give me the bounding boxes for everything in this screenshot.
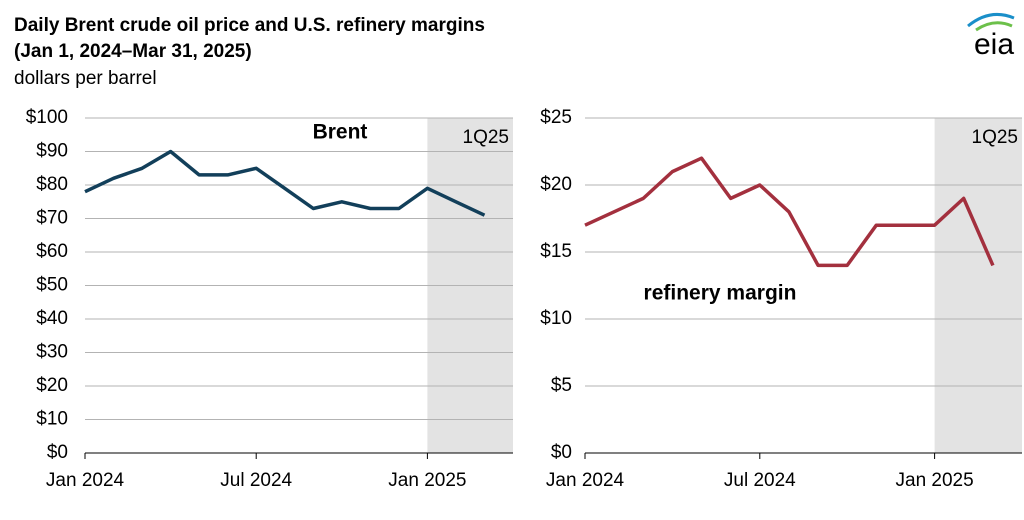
y-tick-label: $10 [540,308,572,329]
y-tick-label: $40 [36,308,68,329]
y-tick-label: $30 [36,342,68,363]
shade-label: 1Q25 [463,127,509,148]
logo: eia [967,12,1015,61]
series-label: Brent [313,121,368,144]
y-tick-label: $70 [36,208,68,229]
series-label: refinery margin [644,282,797,305]
y-tick-label: $80 [36,174,68,195]
x-tick-label: Jul 2024 [220,470,292,491]
logo-arc [975,21,1013,32]
y-tick-label: $20 [540,174,572,195]
logo-arc [967,12,1015,28]
x-tick-label: Jan 2024 [46,470,125,491]
y-tick-label: $20 [36,375,68,396]
y-tick-label: $90 [36,141,68,162]
shade-label: 1Q25 [972,127,1018,148]
series-line [84,149,486,217]
y-tick-label: $5 [551,375,572,396]
y-tick-label: $100 [26,107,68,128]
y-tick-label: $10 [36,409,68,430]
chart-subtitle: (Jan 1, 2024–Mar 31, 2025) [14,41,252,62]
chart-title: Daily Brent crude oil price and U.S. ref… [14,15,485,36]
x-tick-label: Jan 2025 [388,470,466,491]
series-line [584,156,995,268]
x-tick-label: Jan 2024 [546,470,625,491]
shaded-region [934,118,1022,453]
y-tick-label: $60 [36,241,68,262]
y-axis-label: dollars per barrel [14,68,157,89]
y-tick-label: $0 [551,442,572,463]
y-tick-label: $0 [47,442,68,463]
x-tick-label: Jan 2025 [896,470,974,491]
x-tick-label: Jul 2024 [724,470,796,491]
y-tick-label: $25 [540,107,572,128]
logo-text: eia [974,28,1014,61]
y-tick-label: $15 [540,241,572,262]
y-tick-label: $50 [36,275,68,296]
